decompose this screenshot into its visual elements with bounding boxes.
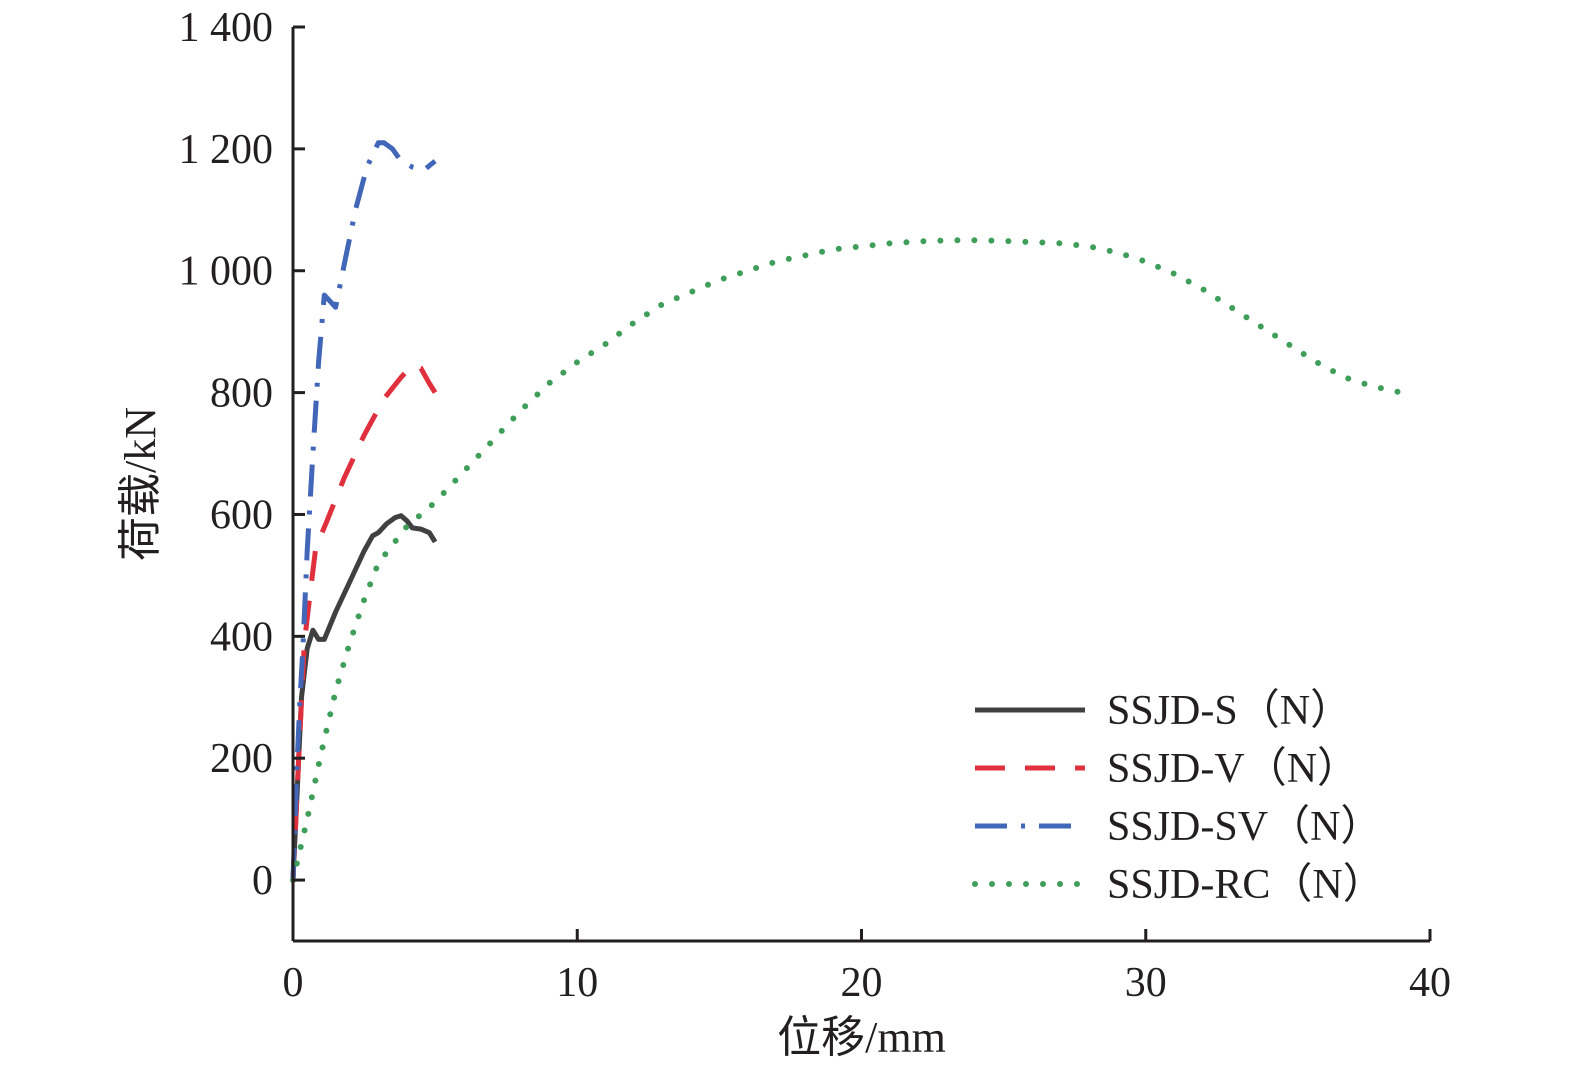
axes: 0 200 400 600 800 1 000 1 200 1 400 0 10 20 30 40 [179, 5, 1452, 1006]
y-tick-label: 800 [210, 371, 273, 417]
x-ticks: 0 10 20 30 40 [283, 929, 1451, 1006]
legend-label-3: SSJD-RC（N） [1107, 862, 1385, 908]
legend-label-0: SSJD-S（N） [1107, 688, 1352, 734]
y-tick-label: 0 [252, 858, 273, 904]
series-line-3 [290, 237, 1405, 884]
x-tick-label: 0 [283, 960, 304, 1006]
x-tick-label: 10 [556, 960, 598, 1006]
series-line-0 [290, 513, 438, 881]
y-axis-title: 荷载/kN [116, 407, 165, 561]
legend: SSJD-S（N） SSJD-V（N） SSJD-SV（N） SSJD-RC（N） [972, 688, 1385, 908]
y-tick-label: 400 [210, 614, 273, 660]
y-ticks: 0 200 400 600 800 1 000 1 200 1 400 [179, 5, 305, 904]
legend-label-2: SSJD-SV（N） [1107, 804, 1382, 850]
y-tick-label: 1 000 [179, 249, 274, 295]
y-tick-label: 600 [210, 492, 273, 538]
x-tick-label: 20 [841, 960, 883, 1006]
y-tick-label: 1 200 [179, 127, 274, 173]
x-tick-label: 40 [1409, 960, 1451, 1006]
x-axis-title: 位移/mm [777, 1013, 946, 1062]
y-tick-label: 1 400 [179, 5, 274, 51]
series-line-1 [290, 362, 438, 881]
series-line-2 [290, 140, 437, 881]
x-tick-label: 30 [1125, 960, 1167, 1006]
legend-label-1: SSJD-V（N） [1107, 746, 1359, 792]
y-tick-label: 200 [210, 736, 273, 782]
plot-lines [290, 140, 1405, 884]
